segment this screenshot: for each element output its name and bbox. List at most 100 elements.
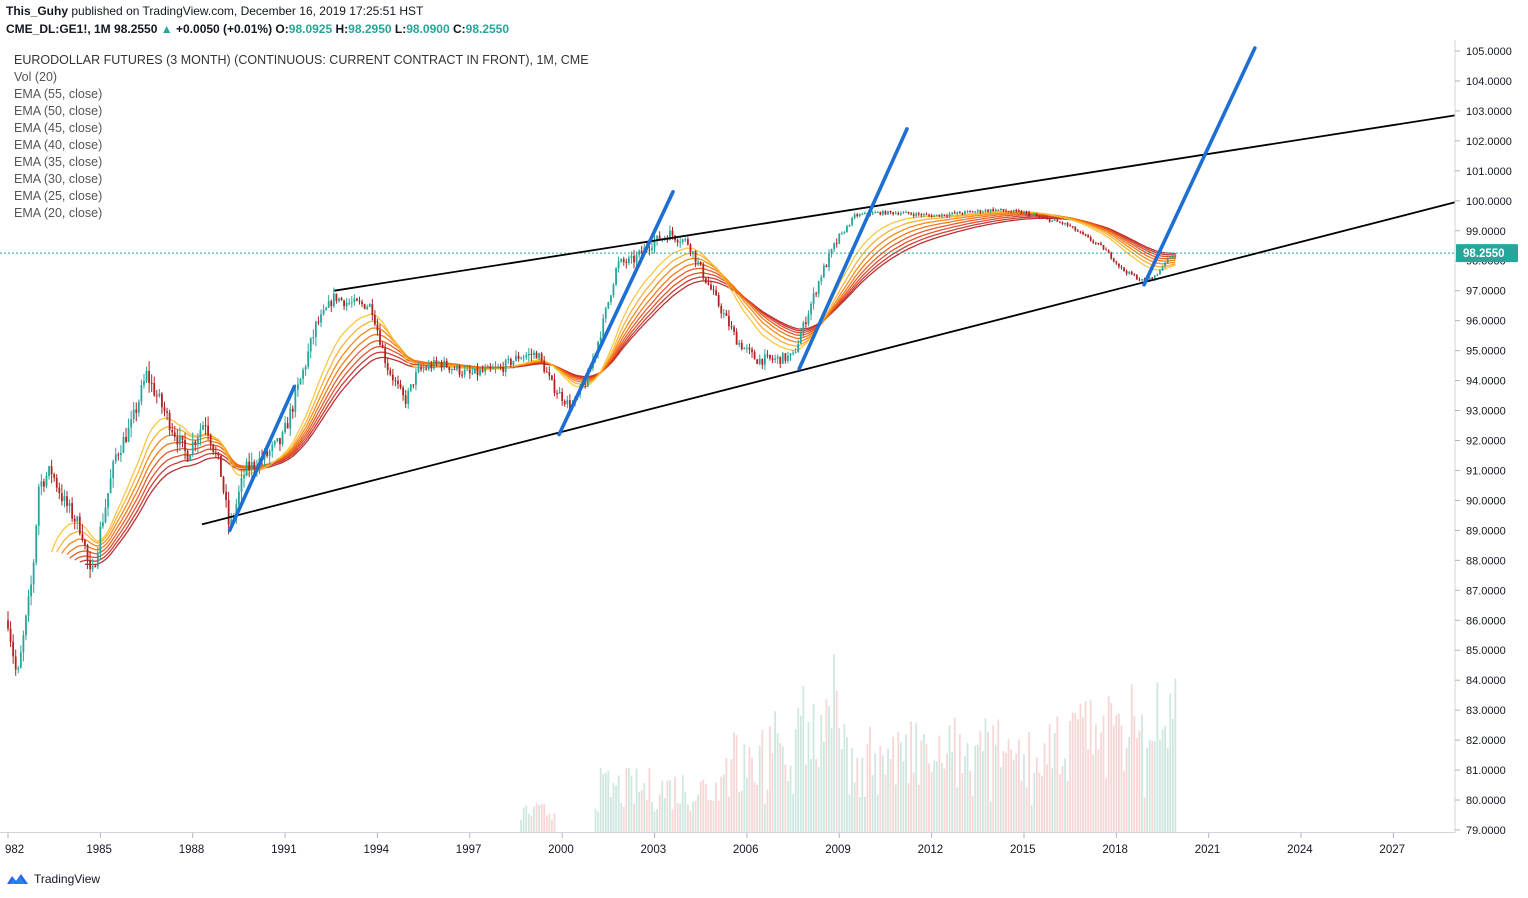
candle-body <box>697 261 700 263</box>
candle-body <box>499 367 502 369</box>
candle-body <box>512 360 515 366</box>
volume-bar <box>520 819 523 832</box>
candle-body <box>779 356 782 364</box>
candle-body <box>389 370 392 375</box>
x-tick-label: 2021 <box>1195 844 1221 856</box>
candle-body <box>728 315 730 327</box>
legend-item-ema55[interactable]: EMA (55, close) <box>14 87 103 101</box>
x-tick-label: 1991 <box>271 844 297 856</box>
candle-body <box>971 211 974 213</box>
legend-item-ema20[interactable]: EMA (20, close) <box>14 206 103 220</box>
candle-body <box>1058 221 1061 223</box>
volume-bar <box>599 767 602 832</box>
volume-bar <box>666 780 669 832</box>
volume-bar <box>1084 701 1087 832</box>
legend-item-ema35[interactable]: EMA (35, close) <box>14 155 103 169</box>
volume-bar <box>987 731 989 832</box>
price-axis[interactable]: 105.0000 104.0000 103.0000 102.0000 101.0000… <box>1455 46 1512 837</box>
volume-bar <box>1005 752 1007 832</box>
volume-bar <box>828 706 830 832</box>
candle-body <box>612 284 615 296</box>
volume-bar <box>961 772 964 832</box>
volume-bar <box>964 755 966 832</box>
volume-bar <box>1112 725 1115 832</box>
candle-body <box>27 596 30 616</box>
candle-body <box>1135 275 1138 280</box>
legend-item-ema40[interactable]: EMA (40, close) <box>14 138 103 152</box>
candle-body <box>427 364 430 370</box>
candle-body <box>155 395 158 397</box>
candle-body <box>48 466 50 476</box>
candle-body <box>535 352 538 359</box>
tradingview-brand[interactable]: TradingView <box>6 872 100 886</box>
candle-body <box>774 358 777 360</box>
drawn-lines[interactable] <box>201 46 1456 533</box>
candle-body <box>533 352 535 356</box>
candle-body <box>1084 234 1087 236</box>
volume-bar <box>766 789 769 832</box>
volume-bar <box>1148 739 1151 832</box>
y-tick-label: 96.0000 <box>1466 316 1506 328</box>
volume-bar <box>1141 714 1143 832</box>
volume-bar <box>535 803 538 832</box>
volume-bar <box>1017 739 1020 832</box>
volume-bar <box>905 734 907 832</box>
volume-bar <box>653 811 656 832</box>
candle-body <box>1102 245 1105 250</box>
volume-bar <box>928 763 930 832</box>
candle-body <box>443 360 446 368</box>
volume-bar <box>897 731 900 832</box>
volume-bar <box>910 721 912 832</box>
candle-body <box>114 454 117 462</box>
volume-bar <box>802 685 805 832</box>
candle-body <box>1159 270 1161 275</box>
volume-bar <box>525 805 528 832</box>
legend-item-ema50[interactable]: EMA (50, close) <box>14 104 103 118</box>
author-name[interactable]: This_Guhy <box>6 4 69 18</box>
candle-body <box>240 478 243 492</box>
candle-body <box>438 361 440 363</box>
volume-bar <box>1146 748 1149 832</box>
candle-body <box>920 214 923 216</box>
legend-item-ema25[interactable]: EMA (25, close) <box>14 189 103 203</box>
candle-body <box>871 212 874 215</box>
candle-body <box>889 211 892 213</box>
candle-body <box>130 419 133 428</box>
candle-body <box>1125 270 1128 274</box>
candle-body <box>186 450 189 462</box>
volume-bar <box>925 743 928 832</box>
candle-body <box>548 372 551 376</box>
price-chart[interactable]: 105.0000 104.0000 103.0000 102.0000 101.0000… <box>0 0 1528 870</box>
high-label: H: <box>335 22 349 36</box>
candle-body <box>196 437 199 445</box>
candle-body <box>284 423 286 433</box>
candle-body <box>161 393 163 408</box>
volume-bar <box>717 800 720 832</box>
candle-body <box>184 439 186 451</box>
candle-body <box>856 214 859 217</box>
candle-body <box>253 461 256 469</box>
candle-body <box>984 209 987 212</box>
candle-body <box>137 401 140 413</box>
candle-body <box>489 366 492 369</box>
volume-bar <box>799 715 802 832</box>
volume-bar <box>902 761 905 832</box>
volume-bar <box>1094 724 1097 832</box>
channel-support-line <box>201 201 1456 526</box>
legend-item-ema30[interactable]: EMA (30, close) <box>14 172 103 186</box>
candle-body <box>1123 267 1125 271</box>
legend-item-vol[interactable]: Vol (20) <box>14 70 58 84</box>
volume-bar <box>702 779 705 832</box>
volume-bar <box>538 805 540 832</box>
candle-body <box>299 378 302 385</box>
volume-bar <box>1102 715 1105 832</box>
candle-body <box>751 349 753 353</box>
candle-body <box>925 214 928 216</box>
candle-body <box>710 284 712 290</box>
candle-body <box>435 360 438 363</box>
time-axis[interactable]: 982 1985 1988 1991 1994 1997 2000 2003 2006 2009 2… <box>5 833 1405 856</box>
legend-item-ema45[interactable]: EMA (45, close) <box>14 121 103 135</box>
x-tick-label: 2024 <box>1287 844 1313 856</box>
volume-bar <box>1135 737 1138 832</box>
volume-bar <box>640 790 643 832</box>
